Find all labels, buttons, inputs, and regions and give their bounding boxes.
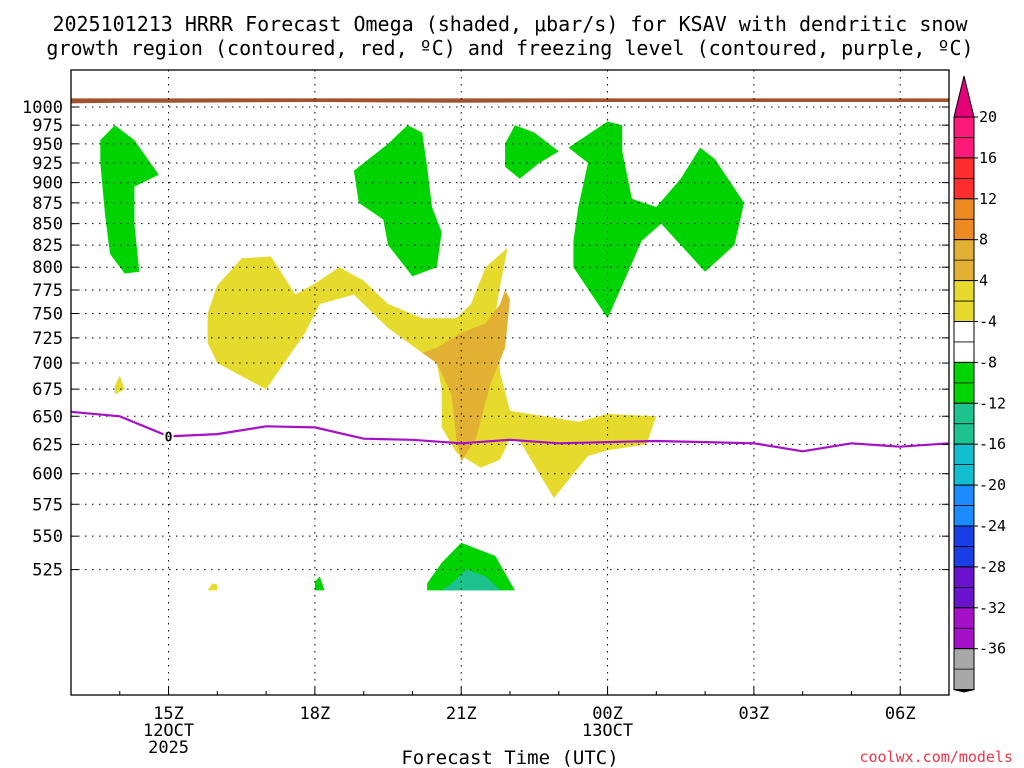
omega-neg-8-12-top bbox=[441, 569, 501, 591]
omega-neg-4-8-right-a bbox=[568, 121, 745, 319]
x-tick-label: 12OCT bbox=[143, 721, 194, 741]
surface-terrain bbox=[71, 98, 949, 104]
omega-pos-4-8-main bbox=[207, 247, 657, 499]
title-line-2: growth region (contoured, red, ºC) and f… bbox=[46, 36, 973, 60]
surface-layer bbox=[71, 98, 949, 104]
y-tick-label: 900 bbox=[32, 174, 63, 194]
colorbar-label: -20 bbox=[979, 476, 1006, 494]
colorbar-label: 20 bbox=[979, 108, 997, 126]
y-tick-label: 575 bbox=[32, 495, 63, 515]
omega-neg-4-8-top-a bbox=[314, 576, 325, 591]
y-tick-label: 525 bbox=[32, 561, 63, 581]
omega-neg-4-8-center bbox=[353, 125, 442, 277]
x-tick-label: 2025 bbox=[148, 738, 189, 758]
y-tick-label: 975 bbox=[32, 116, 63, 136]
omega-neg-4-8-top-b bbox=[427, 542, 515, 591]
freezing-level-line bbox=[71, 410, 949, 453]
chart-title: 2025101213 HRRR Forecast Omega (shaded, … bbox=[46, 12, 973, 60]
colorbar-bottom-arrow bbox=[953, 689, 975, 693]
colorbar-label: -16 bbox=[979, 435, 1006, 453]
colorbar-label: -24 bbox=[979, 517, 1006, 535]
omega-pos-4-8-small bbox=[114, 375, 125, 395]
y-tick-label: 775 bbox=[32, 281, 63, 301]
colorbar-label: 4 bbox=[979, 272, 988, 290]
x-tick-label: 18Z bbox=[300, 704, 331, 724]
y-tick-label: 825 bbox=[32, 236, 63, 256]
y-tick-label: 925 bbox=[32, 154, 63, 174]
x-tick-label: 06Z bbox=[885, 704, 916, 724]
x-tick-label: 15Z bbox=[153, 704, 184, 724]
y-tick-label: 625 bbox=[32, 435, 63, 455]
colorbar-label: -28 bbox=[979, 558, 1006, 576]
y-tick-label: 650 bbox=[32, 407, 63, 427]
y-tick-label: 950 bbox=[32, 135, 63, 155]
omega-neg-4-8-left bbox=[100, 125, 159, 274]
colorbar-label: 16 bbox=[979, 149, 997, 167]
omega-neg-4-8-right-b bbox=[505, 125, 559, 179]
y-tick-label: 675 bbox=[32, 380, 63, 400]
colorbar: 20 16 12 8 4 -4 -8 -12 -16 -20 -24 -28 -32 -36 bbox=[953, 75, 1006, 693]
y-tick-label: 725 bbox=[32, 329, 63, 349]
y-tick-label: 700 bbox=[32, 354, 63, 374]
omega-shaded-layer bbox=[100, 121, 745, 591]
x-tick-label: 00Z bbox=[592, 704, 623, 724]
title-line-1: 2025101213 HRRR Forecast Omega (shaded, … bbox=[52, 12, 968, 36]
y-axis: 5255505756006256506757007257507758008258… bbox=[22, 98, 949, 581]
colorbar-top-arrow bbox=[953, 75, 975, 118]
y-tick-label: 850 bbox=[32, 215, 63, 235]
y-tick-label: 800 bbox=[32, 258, 63, 278]
y-tick-label: 750 bbox=[32, 305, 63, 325]
colorbar-label: -36 bbox=[979, 640, 1006, 658]
y-tick-label: 550 bbox=[32, 527, 63, 547]
x-tick-label: 03Z bbox=[739, 704, 770, 724]
credit-text: coolwx.com/models bbox=[859, 748, 1013, 766]
x-tick-label: 21Z bbox=[446, 704, 477, 724]
colorbar-label: 12 bbox=[979, 190, 997, 208]
y-tick-label: 1000 bbox=[22, 98, 63, 118]
colorbar-label: -8 bbox=[979, 353, 997, 371]
colorbar-label: 8 bbox=[979, 231, 988, 249]
x-tick-label: 13OCT bbox=[582, 721, 633, 741]
freezing-level-label-bg bbox=[163, 427, 174, 444]
colorbar-label: -32 bbox=[979, 599, 1006, 617]
omega-pos-8-12 bbox=[422, 290, 510, 462]
colorbar-label: -4 bbox=[979, 313, 997, 331]
y-tick-label: 600 bbox=[32, 465, 63, 485]
colorbar-label: -12 bbox=[979, 394, 1006, 412]
x-axis-label: Forecast Time (UTC) bbox=[401, 747, 618, 768]
freezing-level-layer: 0 bbox=[71, 410, 949, 453]
freezing-level-label: 0 bbox=[165, 430, 173, 445]
omega-pos-4-8-topleft bbox=[207, 583, 218, 591]
y-tick-label: 875 bbox=[32, 194, 63, 214]
